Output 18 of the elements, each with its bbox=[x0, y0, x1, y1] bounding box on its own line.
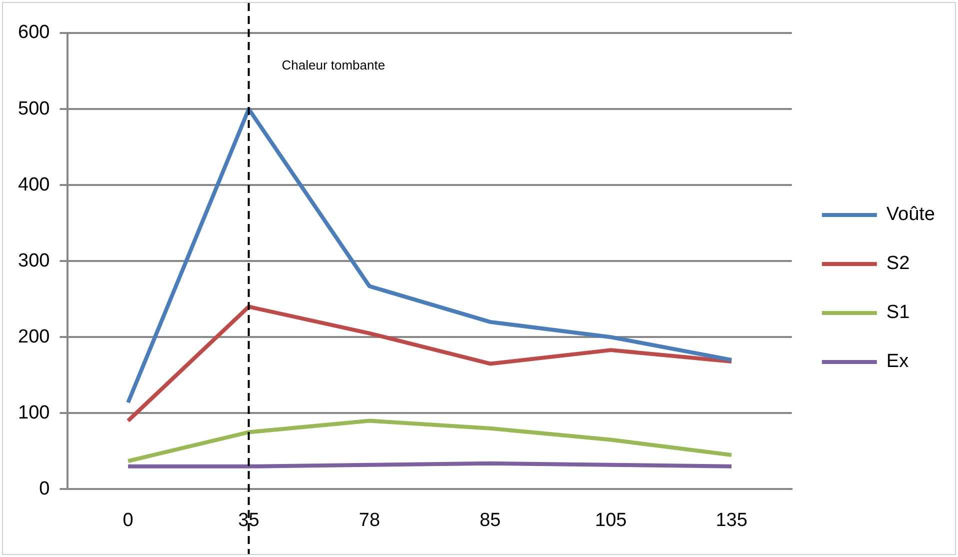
x-tick-label: 78 bbox=[358, 510, 380, 531]
x-tick-label: 105 bbox=[594, 510, 627, 531]
y-tick-label: 200 bbox=[18, 326, 50, 348]
ref-line-label: Chaleur tombante bbox=[282, 58, 386, 73]
y-tick-label: 500 bbox=[18, 98, 50, 120]
legend-label: S2 bbox=[886, 253, 910, 274]
x-tick-label: 135 bbox=[716, 510, 748, 531]
x-tick-label: 85 bbox=[480, 510, 501, 531]
legend-label: Voûte bbox=[886, 204, 936, 226]
legend-label: Ex bbox=[886, 351, 910, 372]
y-tick-label: 400 bbox=[18, 174, 50, 196]
y-tick-label: 0 bbox=[39, 478, 50, 500]
legend-label: S1 bbox=[886, 302, 910, 324]
y-tick-label: 600 bbox=[18, 22, 50, 44]
x-tick-label: 0 bbox=[122, 510, 134, 531]
y-tick-label: 100 bbox=[18, 402, 50, 424]
x-tick-label: 35 bbox=[238, 510, 260, 531]
y-tick-label: 300 bbox=[18, 250, 50, 272]
